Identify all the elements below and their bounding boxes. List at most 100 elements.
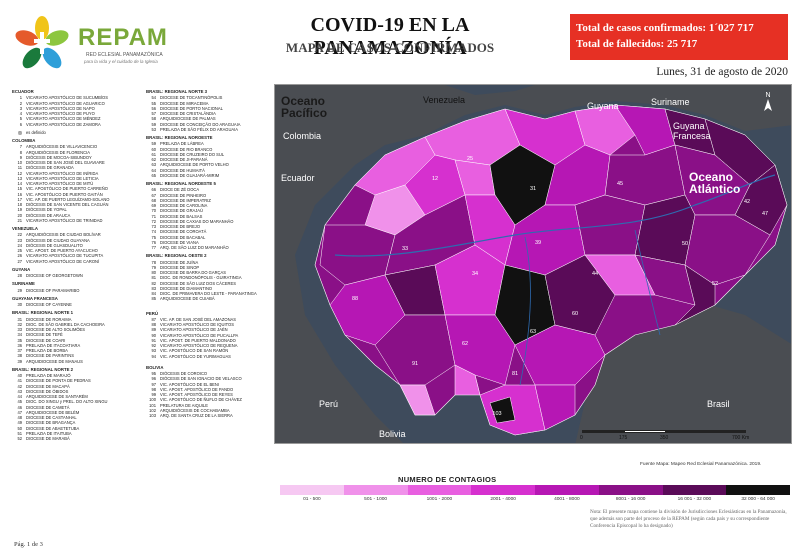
jurisdiction-item: 12 VICARIATO APOSTÓLICO DE INÍRIDA — [12, 171, 142, 176]
jurisdiction-item: 94 VIC. APOSTÓLICO DE YURIMAGUAS — [146, 354, 274, 359]
label-pacific-ocean: Oceano Pacífico — [281, 94, 328, 120]
jurisdiction-item: 16 VIC. APOSTÓLICO DE PUERTO GAITÁN — [12, 192, 142, 197]
jurisdiction-item: 73 DIOCESE DE BREJO — [146, 224, 274, 229]
jurisdiction-number: 47 — [17, 409, 22, 415]
jurisdiction-number: 16 — [17, 191, 22, 197]
svg-text:44: 44 — [592, 271, 598, 277]
jurisdiction-number: 64 — [151, 167, 156, 173]
jurisdiction-item: 9 DIÓCESIS DE MOCOA-SIBUNDOY — [12, 155, 142, 160]
jurisdiction-name: VICARIATO APOSTÓLICO DE LETICIA — [26, 175, 99, 181]
jurisdiction-item: 63 ARQUIDIOCESE DE PORTO VELHO — [146, 162, 274, 167]
jurisdiction-name: DIOCESE OF PARAMARIBO — [26, 287, 80, 293]
jurisdiction-item: 25 VIC. APOST. DE PUERTO AYACUCHO — [12, 248, 142, 253]
jurisdiction-item: 60 DIOCESE DE RIO BRANCO — [146, 147, 274, 152]
jurisdiction-number: 92 — [151, 343, 156, 348]
total-confirmed: Total de casos confirmados: 1´027 717 — [576, 22, 754, 34]
label-guyana: Guyana — [587, 101, 619, 111]
jurisdiction-item: 55 DIOCESE DE MIRACEMA — [146, 101, 274, 106]
jurisdiction-number: 87 — [151, 316, 156, 322]
jurisdiction-name: DIOCESE DE PARINTINS — [26, 353, 74, 359]
jurisdiction-item: 72 DIOCESE DE CAXIAS DO MARANHÃO — [146, 219, 274, 224]
jurisdiction-number: 50 — [17, 425, 22, 431]
jurisdiction-name: DIOCESE DE CRISTALÂNDIA — [160, 111, 216, 116]
svg-text:31: 31 — [530, 186, 536, 192]
jurisdiction-item: 11 DIÓCESIS DE GRANADA — [12, 165, 142, 170]
jurisdiction-name: DIOCESE DE CRUZEIRO DO SUL — [160, 151, 225, 157]
jurisdiction-item: 103 ARQ. DE SANTA CRUZ DE LA SIERRA — [146, 413, 274, 418]
jurisdiction-number: 81 — [151, 275, 156, 281]
svg-text:39: 39 — [535, 240, 541, 246]
svg-text:25: 25 — [467, 156, 473, 162]
legend-color-bar — [280, 485, 790, 495]
jurisdiction-item: 26 VICARIATO APOSTÓLICO DE TUCUPITA — [12, 253, 142, 258]
jurisdiction-item: 84 DIOC. DE PRIMAVERA DO LESTE - PARANATI… — [146, 291, 274, 296]
jurisdiction-item: 41 DIOCESE DE PONTA DE PEDRAS — [12, 378, 142, 383]
jurisdiction-item: 75 DIOCESE DE BACABAL — [146, 235, 274, 240]
section-heading: GUAYANA FRANCESA — [12, 295, 58, 301]
jurisdiction-name: DIOCESE DE COARI — [26, 337, 66, 343]
jurisdiction-name: DIOCESE DE JUÍNA — [160, 259, 199, 265]
jurisdiction-name: ARQUIDIÓCESIS DE COCHABAMBA — [160, 407, 230, 413]
jurisdiction-number: 38 — [17, 353, 22, 359]
jurisdiction-name: DIOCESE DE ABAETETUBA — [26, 425, 80, 431]
svg-text:63: 63 — [530, 329, 536, 335]
jurisdiction-name: DIOCESE DE CAMETÁ — [26, 404, 70, 410]
jurisdiction-name: es definido — [26, 129, 46, 135]
repam-logo: REPAM RED ECLESIAL PANAMAZÓNICA para la … — [6, 14, 176, 74]
jurisdiction-item: 21 VICARIATO APOSTÓLICO DE TRINIDAD — [12, 218, 142, 223]
jurisdiction-item: 38 DIOCESE DE PARINTINS — [12, 353, 142, 358]
jurisdiction-number: 18 — [17, 202, 22, 207]
jurisdiction-number: 76 — [151, 239, 156, 245]
jurisdiction-number: 9 — [19, 154, 22, 160]
jurisdiction-name: DIOCESE DE CONCEIÇÃO DO ARAGUAIA — [160, 121, 241, 127]
jurisdiction-number: 102 — [149, 407, 156, 413]
jurisdiction-name: DIOCESE OF CAYENNE — [26, 302, 72, 307]
jurisdiction-number: 49 — [17, 420, 22, 426]
jurisdiction-item: 80 DIOCESE DE BARRA DO GARÇAS — [146, 270, 274, 275]
legend-swatch — [471, 485, 535, 495]
jurisdiction-name: VIC. APOSTÓLICO DE YURIMAGUAS — [160, 353, 231, 359]
jurisdiction-item: 8 ARQUIDIÓCESIS DE FLORENCIA — [12, 150, 142, 155]
jurisdiction-item: 61 DIOCESE DE CRUZEIRO DO SUL — [146, 152, 274, 157]
jurisdiction-name: DIOC. DE RONDONÓPOLIS - GUIRATINGA — [160, 275, 242, 281]
jurisdiction-item: 6 VICARIATO APOSTÓLICO DE ZAMORA — [12, 122, 142, 127]
jurisdiction-item: 58 ARQUIDIOCESE DE PALMAS — [146, 116, 274, 121]
jurisdiction-number: 68 — [151, 197, 156, 203]
section-heading: BRASIL: REGIONAL NOROESTE — [146, 135, 213, 140]
jurisdiction-name: DIOCESE DE ÓBIDOS — [26, 388, 69, 394]
jurisdiction-number: 97 — [151, 381, 156, 387]
jurisdiction-name: VICARIATO APOSTÓLICO DE IQUITOS — [160, 322, 234, 327]
jurisdiction-name: DIOCESE DE MARABÁ — [26, 436, 70, 441]
map-note: Nota: El presente mapa contiene la divis… — [590, 509, 787, 530]
jurisdiction-item: 2 VICARIATO APOSTÓLICO DE AGUARICO — [12, 101, 142, 106]
jurisdiction-item: 39 ARQUIDIOCESE DE MANAUS — [12, 359, 142, 364]
jurisdiction-item: 92 VICARIATO APOSTÓLICO DE REQUENA — [146, 343, 274, 348]
jurisdiction-number: 2 — [19, 100, 22, 106]
jurisdiction-number: 44 — [17, 394, 22, 399]
svg-text:33: 33 — [402, 246, 408, 252]
jurisdiction-item: ▨ es definido — [12, 130, 142, 135]
jurisdiction-number: 88 — [151, 322, 156, 327]
legend-swatch — [407, 485, 472, 495]
jurisdiction-item: 43 DIOCESE DE ÓBIDOS — [12, 389, 142, 394]
jurisdiction-item: 15 VIC. APOSTÓLICO DE PUERTO CARREÑO — [12, 186, 142, 191]
jurisdiction-name: DIOCESE DE PINHEIRO — [160, 192, 207, 198]
scale-700: 700 Km — [732, 435, 750, 441]
page-number: Pág. 1 de 3 — [14, 541, 43, 548]
legend-swatch — [662, 485, 727, 495]
jurisdiction-name: VIC. APOST. APOSTÓLICO DE PANDO — [160, 386, 234, 392]
jurisdiction-name: DIÓCESIS DE GUASDUALITO — [26, 242, 83, 248]
jurisdiction-number: 61 — [151, 151, 156, 157]
jurisdiction-number: 32 — [17, 321, 22, 327]
jurisdiction-number: 21 — [17, 217, 22, 223]
jurisdiction-item: 68 DIOCESE DE IMPERATRIZ — [146, 198, 274, 203]
jurisdiction-name: PRELAZIA DE SÃO FÉLIX DO ARAGUAIA — [160, 126, 239, 132]
jurisdiction-item: 96 DIÓCESIS DE SAN IGNACIO DE VELASCO — [146, 376, 274, 381]
jurisdiction-item: 81 DIOC. DE RONDONÓPOLIS - GUIRATINGA — [146, 275, 274, 280]
jurisdiction-name: VIC. AP. DE PUERTO LEGUÍZAMO-SOLANO — [26, 196, 110, 202]
jurisdiction-item: 40 PRELAZIA DE MARAJÓ — [12, 373, 142, 378]
page-title: COVID-19 EN LA PANAMAZONÍA — [310, 14, 470, 59]
jurisdiction-name: DIOCESE DE RIO BRANCO — [160, 146, 213, 152]
jurisdiction-name: VICARIATO APOSTÓLICO DE SUCUMBÍOS — [26, 95, 108, 101]
jurisdiction-item: 89 VICARIATO APOSTÓLICO DE JAÉN — [146, 327, 274, 332]
